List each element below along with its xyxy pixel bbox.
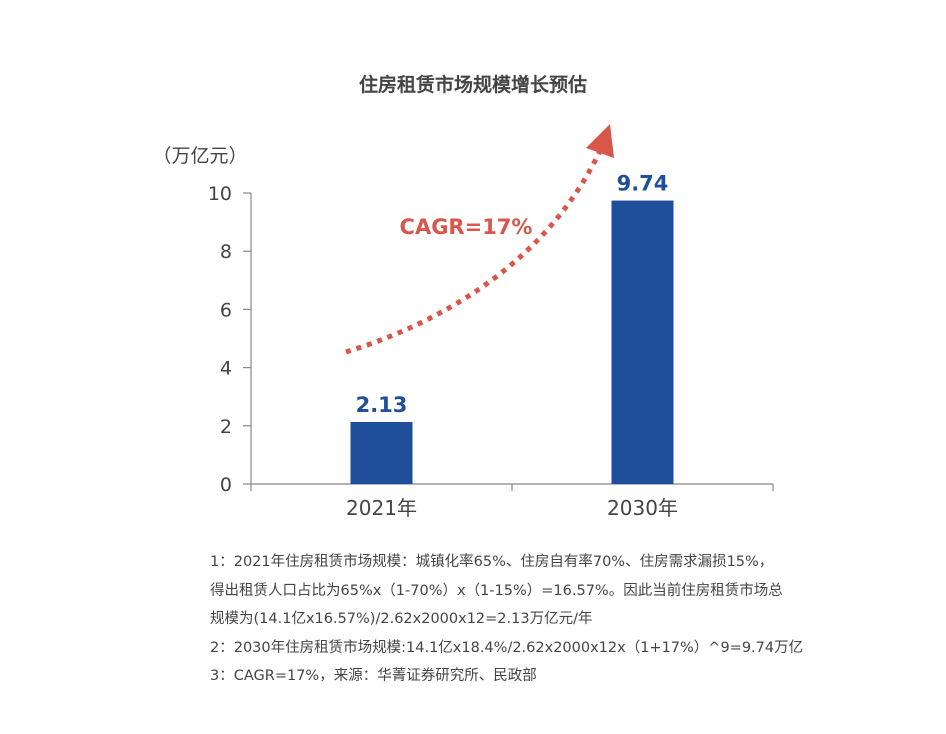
bar — [350, 422, 413, 484]
y-tick-label: 4 — [220, 358, 232, 380]
y-tick-label: 2 — [220, 416, 232, 438]
growth-arrow-head — [586, 124, 614, 158]
chart-title: 住房租赁市场规模增长预估 — [358, 74, 587, 96]
footnote-line: 得出租赁人口占比为65%x（1-70%）x（1-15%）=16.57%。因此当前… — [210, 582, 783, 599]
footnote-line: 3：CAGR=17%，来源：华菁证券研究所、民政部 — [210, 668, 537, 684]
data-label: 2.13 — [356, 393, 408, 417]
y-axis-unit: （万亿元） — [152, 145, 247, 167]
cagr-annotation: CAGR=17% — [400, 215, 533, 239]
bar-chart: （万亿元） 0 2 4 6 8 10 2.13 2021年 9.74 2030年 CAGR=17… — [152, 124, 774, 520]
y-tick-label: 8 — [220, 241, 232, 263]
y-tick-label: 6 — [220, 299, 232, 321]
footnote-line: 规模为(14.1亿x16.57%)/2.62x2000x12=2.13万亿元/年 — [210, 611, 593, 627]
x-tick-label: 2021年 — [346, 496, 417, 520]
footnote-line: 1：2021年住房租赁市场规模：城镇化率65%、住房自有率70%、住房需求漏损1… — [210, 554, 774, 570]
footnotes: 1：2021年住房租赁市场规模：城镇化率65%、住房自有率70%、住房需求漏损1… — [210, 548, 930, 691]
x-tick-label: 2030年 — [607, 496, 678, 520]
growth-arrow — [345, 139, 608, 355]
bar — [611, 200, 674, 485]
y-tick-label: 0 — [220, 474, 232, 496]
footnote-line: 2：2030年住房租赁市场规模:14.1亿x18.4%/2.62x2000x12… — [210, 639, 804, 656]
y-tick-label: 10 — [208, 183, 232, 205]
data-label: 9.74 — [617, 172, 669, 196]
